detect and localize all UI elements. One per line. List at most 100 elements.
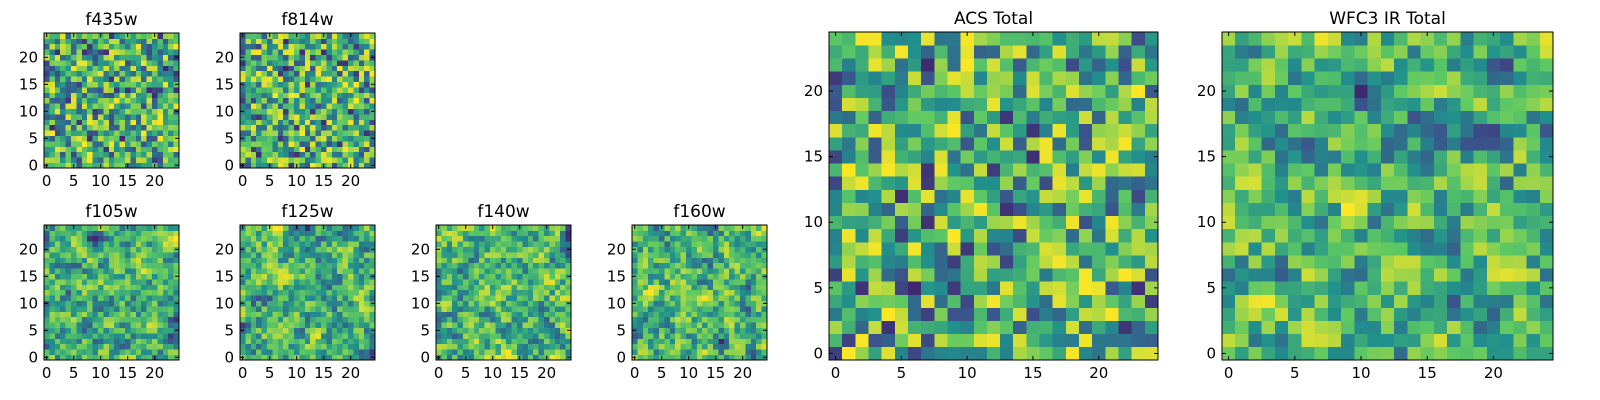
heatmap-cell [1079,176,1093,190]
heatmap-cell [337,354,343,361]
x-tick-label: 20 [733,364,752,382]
heatmap-cell [1131,268,1146,282]
heatmap-cell [108,284,115,291]
heatmap-cell [87,306,93,312]
heatmap-cell [511,241,518,247]
heatmap-cell [868,268,882,282]
heatmap-cell [675,327,681,334]
heatmap-cell [1500,163,1514,177]
heatmap-cell [934,189,948,203]
heatmap-cell [756,343,762,350]
heatmap-cell [960,189,975,203]
heatmap-cell [326,338,333,345]
heatmap-cell [527,225,534,231]
heatmap-cell [675,268,681,274]
heatmap-cell [894,150,909,164]
heatmap-cell [1118,255,1133,269]
heatmap-cell [560,316,566,323]
heatmap-cell [141,300,147,307]
heatmap-cell [283,43,289,50]
heatmap-cell [310,257,316,264]
heatmap-cell [353,130,360,136]
heatmap-cell [98,135,104,142]
heatmap-cell [304,295,311,301]
heatmap-cell [750,354,757,361]
heatmap-cell [632,257,638,264]
heatmap-cell [1473,320,1488,335]
heatmap-cell [173,257,180,264]
heatmap-cell [642,262,649,269]
heatmap-cell [358,103,365,109]
heatmap-cell [554,338,561,345]
heatmap-cell [71,241,77,247]
heatmap-cell [299,268,306,274]
heatmap-cell [680,230,687,237]
heatmap-cell [723,289,730,296]
heatmap-cell [653,311,660,318]
heatmap-cell [114,225,120,231]
heatmap-cell [723,279,730,285]
heatmap-cell [288,114,295,120]
heatmap-cell [446,333,453,339]
heatmap-cell [436,333,442,339]
heatmap-cell [1000,97,1014,112]
heatmap-cell [326,151,333,158]
heatmap-cell [353,230,360,237]
heatmap-cell [544,343,550,350]
heatmap-cell [517,300,523,307]
heatmap-cell [446,327,453,334]
heatmap-cell [240,141,246,147]
heatmap-cell [538,284,545,291]
heatmap-cell [299,33,306,39]
heatmap-cell [1407,281,1421,295]
heatmap-cell [973,150,988,164]
heatmap-cell [549,262,556,269]
heatmap-cell [653,289,660,296]
heatmap-cell [500,279,507,285]
heatmap-cell [436,241,442,247]
heatmap-cell [141,119,147,126]
heatmap-cell [463,300,469,307]
heatmap-cell [54,268,61,274]
heatmap-cell [1341,255,1355,269]
heatmap-cell [157,295,164,301]
heatmap-cell [240,65,246,72]
heatmap-cell [761,289,768,296]
heatmap-cell [250,257,257,264]
heatmap-cell [756,230,762,237]
heatmap-cell [162,103,169,109]
heatmap-cell [960,32,975,46]
heatmap-cell [130,300,137,307]
heatmap-cell [750,349,757,355]
heatmap-cell [152,300,158,307]
heatmap-cell [342,124,349,131]
heatmap-cell [81,108,88,115]
heatmap-cell [310,97,316,104]
heatmap-cell [696,230,703,237]
heatmap-cell [723,333,730,339]
heatmap-cell [353,273,360,280]
x-tick-label: 0 [630,364,640,382]
heatmap-cell [691,284,698,291]
heatmap-cell [1354,268,1368,282]
heatmap-cell [1327,255,1342,269]
heatmap-cell [973,97,988,112]
heatmap-cell [348,252,354,258]
heatmap-cell [168,70,174,77]
heatmap-cell [304,333,311,339]
heatmap-cell [756,338,762,345]
heatmap-cell [648,268,654,274]
heatmap-cell [65,311,72,318]
heatmap-cell [369,322,376,328]
heatmap-cell [98,65,104,72]
heatmap-cell [146,333,153,339]
heatmap-cell [855,333,869,348]
heatmap-cell [245,119,252,126]
heatmap-cell [146,295,153,301]
heatmap-cell [141,146,147,153]
heatmap-cell [256,151,262,158]
heatmap-cell [1039,176,1054,190]
heatmap-cell [294,119,300,126]
heatmap-cell [549,333,556,339]
heatmap-cell [272,157,279,163]
